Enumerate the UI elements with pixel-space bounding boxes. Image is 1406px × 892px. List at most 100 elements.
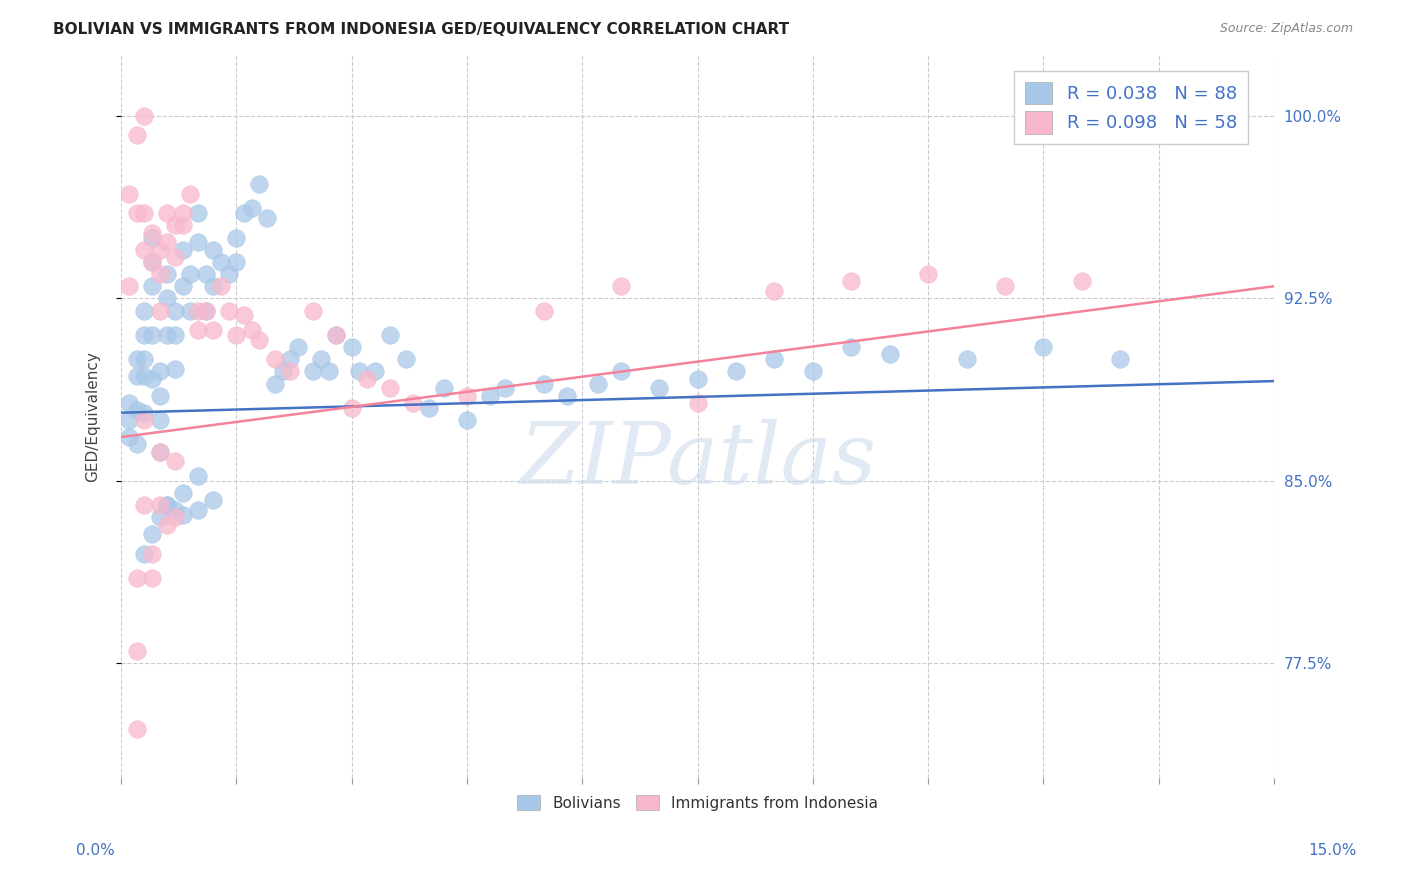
Point — [156, 498, 179, 512]
Text: 0.0%: 0.0% — [76, 843, 115, 858]
Point — [433, 381, 456, 395]
Point — [686, 371, 709, 385]
Point — [233, 309, 256, 323]
Point — [187, 206, 209, 220]
Point — [118, 186, 141, 201]
Point — [349, 364, 371, 378]
Legend: Bolivians, Immigrants from Indonesia: Bolivians, Immigrants from Indonesia — [510, 789, 884, 817]
Point — [225, 255, 247, 269]
Point — [187, 323, 209, 337]
Point — [125, 437, 148, 451]
Point — [202, 243, 225, 257]
Point — [801, 364, 824, 378]
Point — [125, 352, 148, 367]
Point — [134, 352, 156, 367]
Point — [225, 327, 247, 342]
Point — [118, 396, 141, 410]
Point — [148, 444, 170, 458]
Point — [240, 202, 263, 216]
Point — [156, 235, 179, 250]
Point — [141, 230, 163, 244]
Point — [218, 267, 240, 281]
Point — [1109, 352, 1132, 367]
Point — [994, 279, 1017, 293]
Point — [172, 508, 194, 522]
Point — [134, 206, 156, 220]
Point — [134, 406, 156, 420]
Point — [278, 364, 301, 378]
Point — [879, 347, 901, 361]
Point — [163, 503, 186, 517]
Point — [134, 369, 156, 384]
Point — [456, 413, 478, 427]
Point — [172, 243, 194, 257]
Point — [141, 571, 163, 585]
Point — [148, 243, 170, 257]
Point — [134, 109, 156, 123]
Point — [225, 230, 247, 244]
Point — [156, 517, 179, 532]
Point — [249, 333, 271, 347]
Point — [156, 327, 179, 342]
Point — [141, 371, 163, 385]
Point — [479, 389, 502, 403]
Text: BOLIVIAN VS IMMIGRANTS FROM INDONESIA GED/EQUIVALENCY CORRELATION CHART: BOLIVIAN VS IMMIGRANTS FROM INDONESIA GE… — [53, 22, 790, 37]
Text: ZIPatlas: ZIPatlas — [519, 418, 876, 501]
Point — [218, 303, 240, 318]
Point — [172, 279, 194, 293]
Point — [156, 498, 179, 512]
Point — [148, 389, 170, 403]
Point — [271, 364, 294, 378]
Point — [134, 498, 156, 512]
Point — [287, 340, 309, 354]
Point — [763, 284, 786, 298]
Point — [187, 469, 209, 483]
Point — [533, 303, 555, 318]
Point — [125, 369, 148, 384]
Point — [163, 219, 186, 233]
Point — [156, 292, 179, 306]
Point — [141, 527, 163, 541]
Point — [134, 547, 156, 561]
Y-axis label: GED/Equivalency: GED/Equivalency — [86, 351, 100, 482]
Point — [378, 327, 401, 342]
Point — [586, 376, 609, 391]
Point — [256, 211, 278, 226]
Point — [179, 267, 201, 281]
Point — [839, 274, 862, 288]
Point — [278, 352, 301, 367]
Point — [325, 327, 347, 342]
Point — [148, 364, 170, 378]
Point — [187, 303, 209, 318]
Point — [125, 644, 148, 658]
Point — [141, 255, 163, 269]
Point — [179, 186, 201, 201]
Point — [309, 352, 332, 367]
Point — [209, 255, 232, 269]
Point — [249, 177, 271, 191]
Point — [172, 486, 194, 500]
Point — [202, 279, 225, 293]
Point — [134, 243, 156, 257]
Point — [609, 364, 631, 378]
Point — [172, 206, 194, 220]
Point — [356, 371, 378, 385]
Point — [1032, 340, 1054, 354]
Point — [141, 279, 163, 293]
Point — [302, 303, 325, 318]
Point — [325, 327, 347, 342]
Point — [378, 381, 401, 395]
Point — [494, 381, 516, 395]
Point — [163, 510, 186, 524]
Point — [302, 364, 325, 378]
Point — [148, 510, 170, 524]
Point — [364, 364, 387, 378]
Point — [118, 279, 141, 293]
Point — [118, 430, 141, 444]
Text: Source: ZipAtlas.com: Source: ZipAtlas.com — [1219, 22, 1353, 36]
Point — [134, 303, 156, 318]
Point — [263, 376, 285, 391]
Text: 15.0%: 15.0% — [1309, 843, 1357, 858]
Point — [318, 364, 340, 378]
Point — [141, 327, 163, 342]
